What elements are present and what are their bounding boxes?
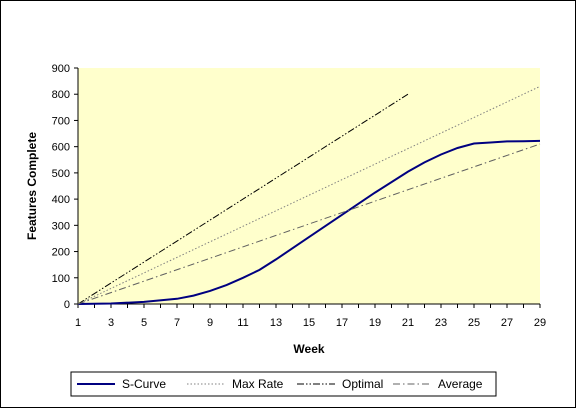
series-average — [77, 143, 541, 305]
x-tick-label: 11 — [237, 317, 248, 329]
x-tick-label: 5 — [141, 317, 147, 329]
x-tick-label: 9 — [207, 317, 213, 329]
y-tick-label: 500 — [52, 168, 70, 180]
x-tick-label: 1 — [75, 317, 81, 329]
y-tick-label: 600 — [52, 142, 70, 154]
series-optimal — [77, 93, 409, 305]
y-tick-label: 900 — [52, 63, 70, 75]
series-max-rate — [77, 85, 541, 305]
y-tick-label: 700 — [52, 115, 70, 127]
x-tick-label: 15 — [303, 317, 315, 329]
y-tick-label: 200 — [52, 247, 70, 259]
x-tick-label: 13 — [270, 317, 282, 329]
x-tick-label: 29 — [534, 317, 546, 329]
x-tick-label: 3 — [108, 317, 114, 329]
series-s-curve — [77, 139, 541, 305]
y-tick-label: 0 — [64, 299, 70, 311]
x-tick-label: 25 — [468, 317, 480, 329]
x-axis-title: Week — [293, 342, 324, 356]
legend-label: Average — [438, 377, 483, 391]
y-tick-label: 400 — [52, 194, 70, 206]
legend-label: Max Rate — [232, 377, 284, 391]
legend-label: Optimal — [342, 377, 383, 391]
y-tick-label: 300 — [52, 220, 70, 232]
y-tick-label: 100 — [52, 273, 70, 285]
x-tick-label: 21 — [402, 317, 414, 329]
y-tick-label: 800 — [52, 89, 70, 101]
legend-label: S-Curve — [122, 377, 166, 391]
plot-area — [78, 68, 540, 304]
legend: S-Curve Max Rate Optimal Average — [70, 371, 497, 397]
x-tick-label: 23 — [435, 317, 447, 329]
y-axis-title: Features Complete — [25, 132, 39, 240]
series-layer — [77, 85, 541, 305]
x-tick-label: 7 — [174, 317, 180, 329]
x-tick-label: 19 — [369, 317, 381, 329]
x-tick-label: 17 — [336, 317, 348, 329]
x-tick-label: 27 — [501, 317, 513, 329]
